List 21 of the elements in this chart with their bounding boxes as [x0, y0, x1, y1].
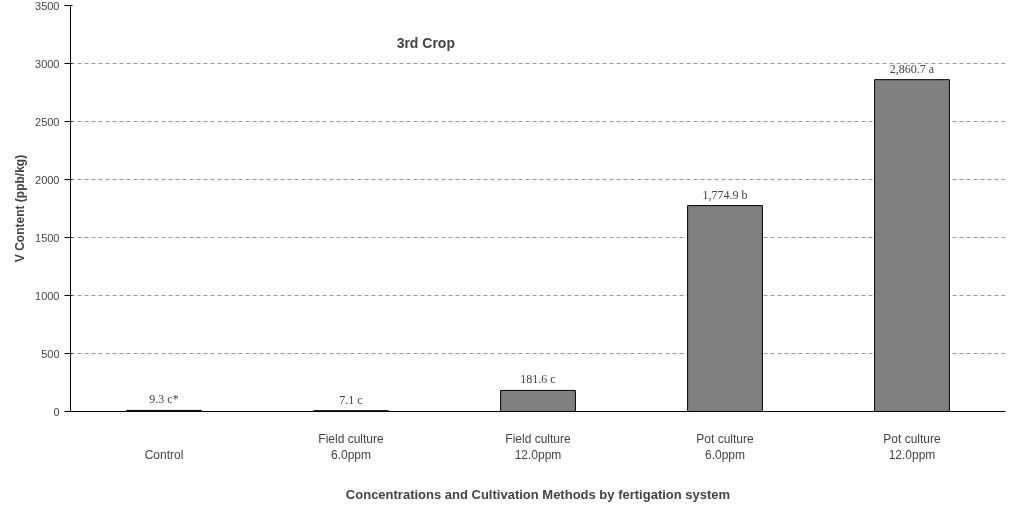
x-axis-title: Concentrations and Cultivation Methods by fertigation system — [345, 487, 731, 503]
y-tick-label: 0 — [53, 405, 60, 418]
x-tick-label: Pot culture 12.0ppm — [883, 431, 942, 463]
y-tick-label: 3500 — [35, 0, 60, 12]
text: 3rd Crop — [396, 34, 455, 51]
x-tick-label: Control — [144, 448, 184, 463]
data-label: 1,774.9 b — [702, 187, 748, 202]
y-tick-label: 2500 — [35, 115, 60, 128]
x-tick-label: Pot culture 6.0ppm — [696, 431, 755, 463]
y-tick-label: 3000 — [35, 57, 60, 70]
data-label: 181.6 c — [520, 372, 556, 387]
y-tick-label: 2000 — [35, 173, 60, 186]
y-tick-label: 1000 — [35, 289, 60, 302]
x-tick-label: Field culture 12.0ppm — [505, 431, 572, 463]
y-axis-title: V Content (ppb/kg) — [13, 154, 28, 263]
x-tick-label: Field culture 6.0ppm — [318, 431, 385, 463]
data-label: 9.3 c* — [149, 392, 179, 407]
data-label: 7.1 c — [339, 392, 363, 407]
data-label: 2,860.7 a — [889, 61, 935, 76]
y-tick-label: 1500 — [35, 231, 60, 244]
y-tick-label: 500 — [41, 347, 60, 360]
